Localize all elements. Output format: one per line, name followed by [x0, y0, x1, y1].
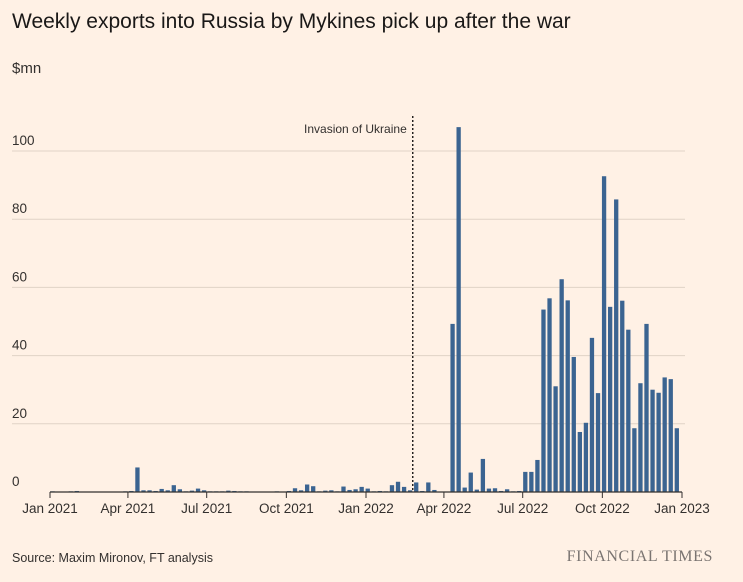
x-tick-label: Apr 2021 — [101, 501, 156, 516]
bar — [311, 486, 316, 492]
x-tick-label: Apr 2022 — [417, 501, 472, 516]
bar — [298, 490, 304, 492]
bar — [559, 279, 564, 492]
bar — [486, 488, 492, 492]
x-tick-label: Oct 2021 — [259, 501, 314, 516]
bar — [523, 471, 528, 492]
bar — [159, 488, 164, 492]
x-tick-label: Jan 2021 — [22, 501, 78, 516]
y-tick-label: 0 — [12, 474, 20, 489]
bar — [632, 428, 637, 492]
bar — [304, 484, 310, 492]
y-tick-label: 60 — [12, 269, 27, 284]
bar — [504, 489, 510, 492]
bar — [571, 356, 576, 492]
bar — [662, 377, 667, 492]
bar — [147, 490, 152, 492]
bar — [189, 490, 195, 492]
bar — [365, 488, 370, 492]
bars — [50, 127, 679, 493]
bar — [626, 329, 631, 492]
bar — [462, 487, 467, 492]
bar — [553, 386, 558, 492]
x-tick-label: Jan 2022 — [338, 501, 394, 516]
bar — [589, 337, 595, 492]
bar — [195, 488, 201, 492]
bar — [644, 323, 649, 492]
annotation-label: Invasion of Ukraine — [304, 122, 407, 136]
bar — [432, 489, 437, 492]
bar — [401, 486, 407, 492]
bar — [226, 490, 231, 492]
bar — [595, 393, 601, 492]
x-tick-label: Jul 2021 — [181, 501, 232, 516]
bar — [614, 199, 619, 493]
bar — [329, 490, 334, 492]
bar — [450, 323, 455, 492]
bar — [547, 298, 552, 492]
bar — [620, 300, 625, 492]
x-tick-label: Jul 2022 — [497, 501, 548, 516]
x-tick-label: Oct 2022 — [575, 501, 630, 516]
bar — [474, 489, 479, 492]
bar — [171, 485, 176, 492]
bar — [165, 490, 170, 492]
bar — [565, 300, 570, 492]
bar — [638, 383, 643, 492]
x-axis: Jan 2021 Apr 2021 Jul 2021 Oct 2021 Jan 2022… — [22, 491, 710, 516]
bar — [395, 481, 401, 492]
ft-logo: FINANCIAL TIMES — [566, 548, 713, 565]
bar — [535, 459, 540, 492]
y-tick-labels: 0 20 40 60 80 100 — [12, 133, 35, 489]
bar — [201, 490, 207, 492]
gridlines — [12, 150, 685, 425]
bar — [480, 458, 486, 492]
chart-title: Weekly exports into Russia by Mykines pi… — [12, 10, 571, 33]
bar — [492, 488, 498, 492]
bar — [529, 471, 534, 492]
bar — [456, 127, 461, 492]
bar — [577, 431, 582, 492]
y-tick-label: 20 — [12, 406, 27, 421]
source-note: Source: Maxim Mironov, FT analysis — [12, 551, 213, 565]
x-tick-label: Jan 2023 — [654, 501, 710, 516]
y-tick-label: 100 — [12, 133, 35, 148]
bar — [141, 490, 146, 492]
y-axis-unit-label: $mn — [12, 60, 42, 77]
bar — [583, 422, 589, 492]
annotation: Invasion of Ukraine — [304, 116, 414, 492]
bar — [177, 489, 183, 492]
bar — [601, 176, 607, 493]
bar — [674, 428, 679, 492]
bar — [408, 490, 413, 492]
bar — [353, 489, 358, 492]
bar — [468, 472, 473, 492]
bar — [389, 485, 395, 492]
bar — [292, 488, 298, 492]
bar — [414, 482, 419, 492]
y-tick-label: 40 — [12, 338, 27, 353]
bar — [341, 486, 346, 492]
y-tick-label: 80 — [12, 201, 27, 216]
bar — [426, 482, 431, 492]
bar — [135, 467, 140, 492]
bar — [607, 306, 613, 492]
bar — [541, 309, 546, 492]
bar — [359, 486, 364, 492]
bar — [656, 392, 661, 492]
bar — [347, 489, 352, 492]
bar — [323, 490, 328, 492]
bar — [668, 379, 673, 492]
bar — [650, 389, 655, 492]
